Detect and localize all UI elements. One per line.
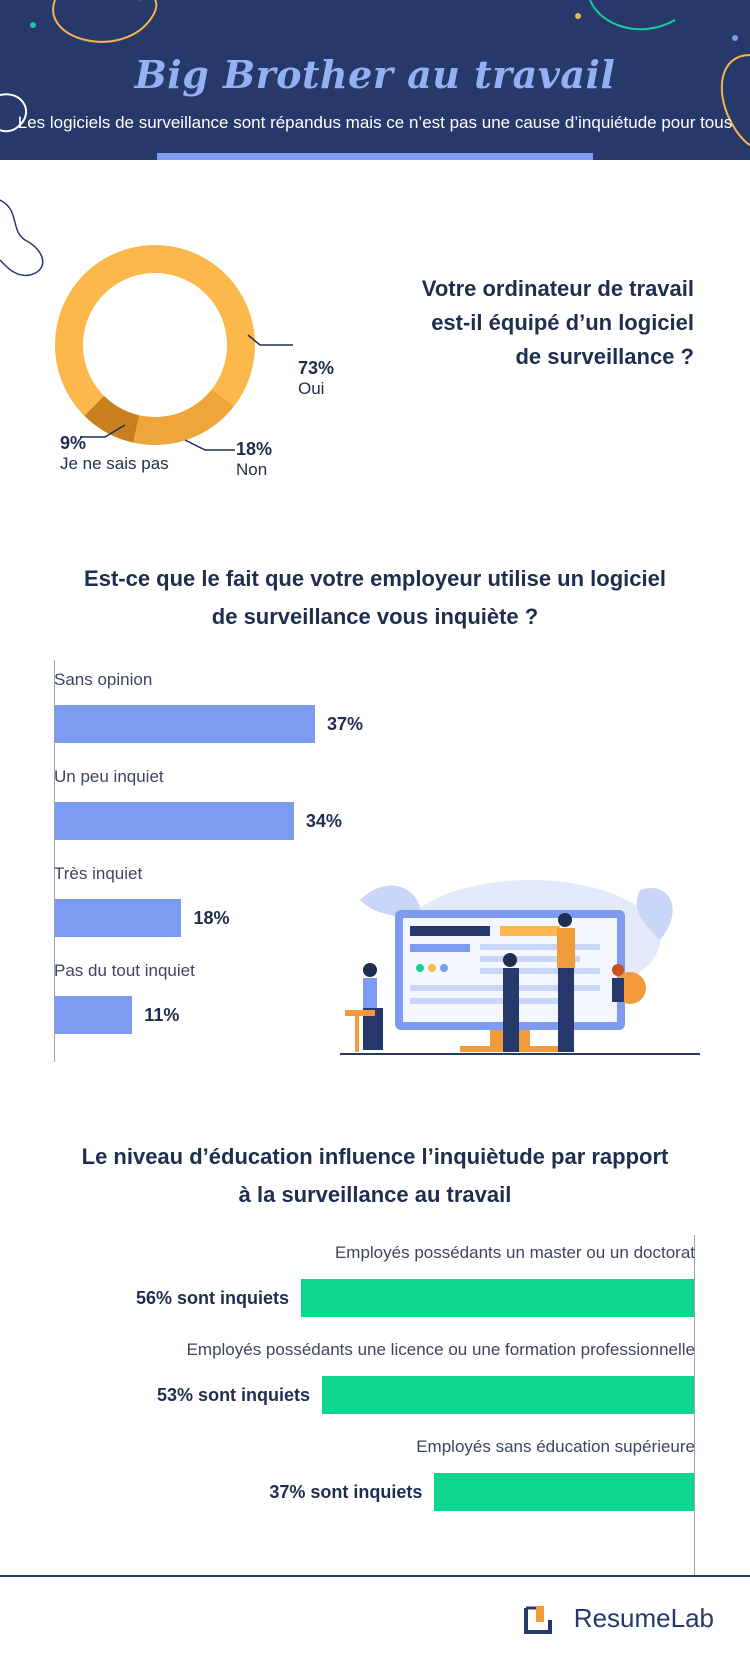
header-banner: Big Brother au travail Les logiciels de … [0, 0, 750, 160]
section1-question-line: est-il équipé d’un logiciel [431, 310, 694, 335]
section2-question-line: de surveillance vous inquiète ? [211, 604, 539, 629]
resumelab-logo-icon [524, 1606, 552, 1634]
donut-value-oui: 73% [298, 358, 335, 378]
donut-slice-oui [54, 245, 255, 416]
education-value-label: 53% sont inquiets [157, 1385, 311, 1405]
bar-category-label: Pas du tout inquiet [54, 961, 195, 980]
bar [55, 802, 294, 840]
donut-category-oui: Oui [298, 379, 325, 398]
education-chart-axis [694, 1235, 695, 1577]
donut-slice-nsp [84, 395, 140, 443]
page-title: Big Brother au travail [134, 52, 616, 97]
education-category-label: Employés possédants une licence ou une f… [186, 1340, 695, 1359]
education-bar [322, 1376, 694, 1414]
bar-value-label: 37% [327, 714, 364, 734]
title-underline [157, 153, 593, 160]
bar [55, 996, 133, 1034]
bar-value-label: 18% [193, 908, 230, 928]
footer-divider [0, 1575, 750, 1577]
section3-question-line: à la surveillance au travail [238, 1182, 512, 1207]
donut-category-non: Non [236, 460, 268, 479]
bar-value-label: 34% [305, 811, 342, 831]
section2-question: Est-ce que le fait que votre employeur u… [0, 560, 750, 636]
decorative-squiggle-icon [0, 199, 44, 277]
bar-category-label: Sans opinion [54, 670, 153, 689]
donut-label-non: 18% Non [236, 439, 272, 480]
donut-value-non: 18% [236, 439, 273, 459]
education-value-label: 37% sont inquiets [269, 1482, 423, 1502]
bar-value-label: 11% [144, 1005, 180, 1025]
bar [55, 705, 315, 743]
leader-line-oui [247, 334, 293, 346]
leader-line-nsp [80, 424, 126, 438]
education-value-label: 56% sont inquiets [135, 1288, 289, 1308]
section3-question: Le niveau d’éducation influence l’inquiè… [0, 1138, 750, 1214]
brand-name: ResumeLab [573, 1603, 714, 1633]
donut-value-nsp: 9% [60, 433, 87, 453]
decorative-swirl-icon [0, 0, 750, 146]
bar-category-label: Très inquiet [54, 864, 143, 883]
bar [55, 899, 182, 937]
donut-label-oui: 73% Oui [298, 358, 334, 399]
donut-slice-non [133, 389, 235, 445]
donut-category-nsp: Je ne sais pas [60, 454, 169, 473]
education-category-label: Employés possédants un master ou un doct… [334, 1243, 695, 1262]
section1-question-line: Votre ordinateur de travail [421, 276, 694, 301]
section2-question-line: Est-ce que le fait que votre employeur u… [84, 566, 666, 591]
section1-question: Votre ordinateur de travail est-il équip… [422, 272, 694, 374]
donut-chart [54, 245, 293, 451]
bar-chart-axis [54, 660, 55, 1062]
leader-line-non [184, 439, 235, 451]
education-category-label: Employés sans éducation supérieure [416, 1437, 695, 1456]
section3-question-line: Le niveau d’éducation influence l’inquiè… [81, 1144, 669, 1169]
education-bar [301, 1279, 694, 1317]
page-subtitle: Les logiciels de surveillance sont répan… [17, 113, 733, 132]
donut-label-nsp: 9% Je ne sais pas [60, 433, 169, 474]
bar-category-label: Un peu inquiet [54, 767, 164, 786]
section1-question-line: de surveillance ? [515, 344, 694, 369]
office-illustration [340, 880, 700, 1055]
education-bar [434, 1473, 694, 1511]
